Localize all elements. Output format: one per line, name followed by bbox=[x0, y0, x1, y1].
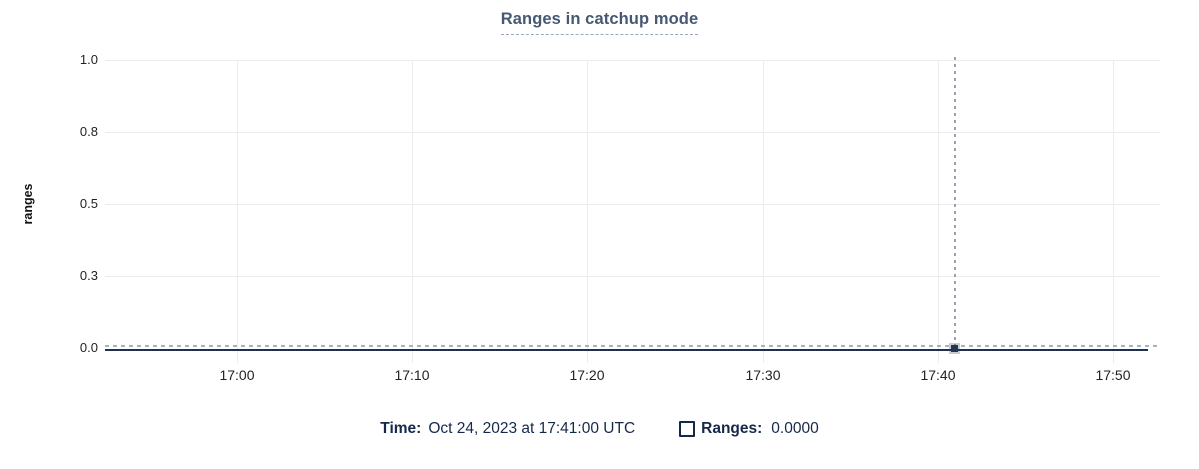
series-toggle-checkbox[interactable] bbox=[679, 421, 696, 437]
x-tick-label: 17:40 bbox=[920, 367, 956, 383]
hover-point-marker bbox=[951, 345, 958, 352]
x-tick-label: 17:20 bbox=[569, 367, 605, 383]
gridline-horizontal bbox=[105, 132, 1160, 133]
x-tick-label: 17:50 bbox=[1095, 367, 1131, 383]
series-value: 0.0000 bbox=[771, 420, 819, 437]
x-tick-label: 17:00 bbox=[219, 367, 255, 383]
plot-area[interactable] bbox=[105, 60, 1160, 350]
time-value: Oct 24, 2023 at 17:41:00 UTC bbox=[428, 420, 636, 437]
legend: Time: Oct 24, 2023 at 17:41:00 UTC Range… bbox=[0, 420, 1199, 438]
series-line-dashed bbox=[105, 345, 1160, 347]
chart-title[interactable]: Ranges in catchup mode bbox=[500, 10, 699, 35]
crosshair-line bbox=[954, 57, 956, 350]
gridline-vertical bbox=[237, 60, 238, 363]
gridline-vertical bbox=[587, 60, 588, 363]
gridline-horizontal bbox=[105, 60, 1160, 61]
y-tick-label: 1.0 bbox=[79, 52, 98, 67]
gridline-vertical bbox=[938, 60, 939, 363]
gridline-vertical bbox=[763, 60, 764, 363]
x-tick-label: 17:10 bbox=[394, 367, 430, 383]
y-axis-title: ranges bbox=[21, 183, 35, 225]
gridline-horizontal bbox=[105, 204, 1160, 205]
y-tick-label: 0.8 bbox=[79, 124, 98, 139]
series-line bbox=[105, 349, 1148, 351]
y-tick-label: 0.5 bbox=[79, 196, 98, 211]
y-tick-label: 0.3 bbox=[79, 268, 98, 283]
series-name-label[interactable]: Ranges: bbox=[701, 420, 763, 437]
x-tick-label: 17:30 bbox=[745, 367, 781, 383]
time-label: Time: bbox=[380, 420, 422, 437]
y-tick-label: 0.0 bbox=[79, 340, 98, 355]
chart-header: Ranges in catchup mode bbox=[0, 10, 1199, 35]
gridline-horizontal bbox=[105, 276, 1160, 277]
gridline-vertical bbox=[1113, 60, 1114, 363]
gridline-vertical bbox=[412, 60, 413, 363]
